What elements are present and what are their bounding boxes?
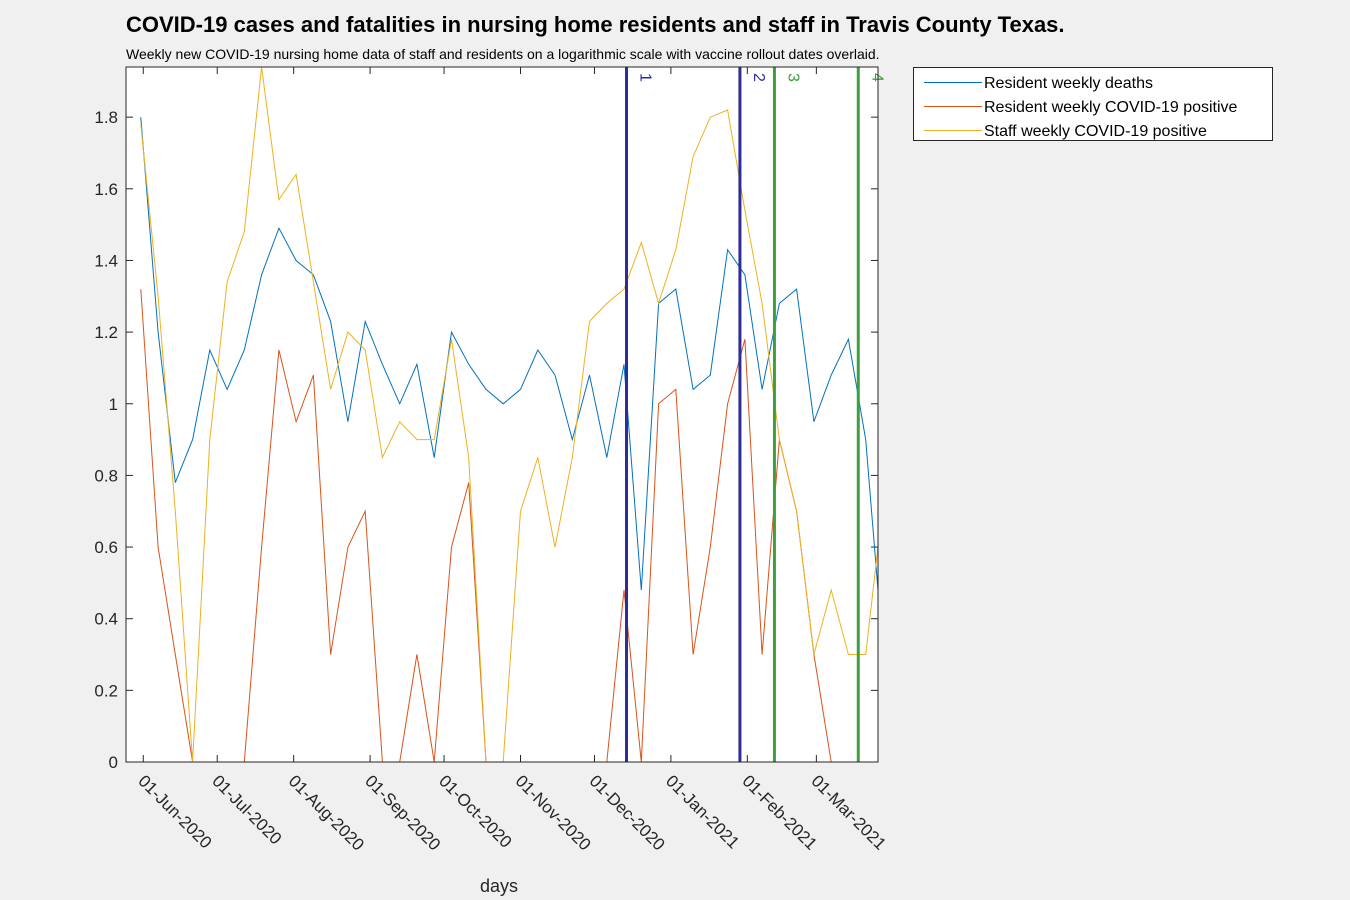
y-tick-label: 0.8 — [94, 466, 118, 485]
x-tick-label: 01-Jan-2021 — [662, 771, 743, 852]
series-line-0 — [140, 117, 878, 591]
series-line-2 — [140, 67, 878, 762]
x-tick-label: 01-Nov-2020 — [512, 771, 595, 854]
vaccine-rollout-label: 4 — [868, 73, 885, 82]
legend-label-resident-positive: Resident weekly COVID-19 positive — [984, 99, 1238, 116]
vaccine-rollout-label: 2 — [750, 73, 767, 82]
y-tick-label: 1.4 — [94, 251, 118, 270]
legend-swatch-resident-positive — [924, 106, 982, 107]
x-tick-label: 01-Sep-2020 — [361, 771, 444, 854]
legend-item-resident-deaths: Resident weekly deaths — [914, 71, 1272, 95]
x-axis-label: days — [480, 876, 519, 896]
legend-label-resident-deaths: Resident weekly deaths — [984, 75, 1153, 92]
plot-frame — [125, 66, 879, 763]
y-tick-label: 1.8 — [94, 108, 118, 127]
legend-swatch-resident-deaths — [924, 82, 982, 83]
chart-subtitle: Weekly new COVID-19 nursing home data of… — [126, 46, 880, 62]
legend-label-staff-positive: Staff weekly COVID-19 positive — [984, 123, 1207, 140]
x-tick-label: 01-Oct-2020 — [435, 771, 515, 851]
y-tick-label: 0.2 — [94, 681, 118, 700]
legend: Resident weekly deaths Resident weekly C… — [913, 67, 1273, 141]
y-tick-label: 1.2 — [94, 323, 118, 342]
x-tick-label: 01-Jul-2020 — [208, 771, 285, 848]
vaccine-rollout-label: 3 — [784, 73, 801, 82]
series-line-1 — [140, 289, 878, 762]
y-tick-label: 0.4 — [94, 610, 118, 629]
x-tick-label: 01-Mar-2021 — [808, 771, 890, 853]
y-tick-label: 0 — [109, 753, 118, 772]
y-tick-label: 1 — [109, 395, 118, 414]
legend-item-staff-positive: Staff weekly COVID-19 positive — [914, 119, 1272, 143]
plot-area — [126, 67, 878, 762]
vaccine-rollout-label: 1 — [637, 73, 654, 82]
chart-title: COVID-19 cases and fatalities in nursing… — [126, 12, 1065, 37]
x-tick-label: 01-Aug-2020 — [285, 771, 368, 854]
x-tick-label: 01-Dec-2020 — [586, 771, 669, 854]
legend-item-resident-positive: Resident weekly COVID-19 positive — [914, 95, 1272, 119]
x-tick-label: 01-Jun-2020 — [134, 771, 215, 852]
y-tick-label: 0.6 — [94, 538, 118, 557]
y-tick-label: 1.6 — [94, 180, 118, 199]
legend-swatch-staff-positive — [924, 130, 982, 131]
